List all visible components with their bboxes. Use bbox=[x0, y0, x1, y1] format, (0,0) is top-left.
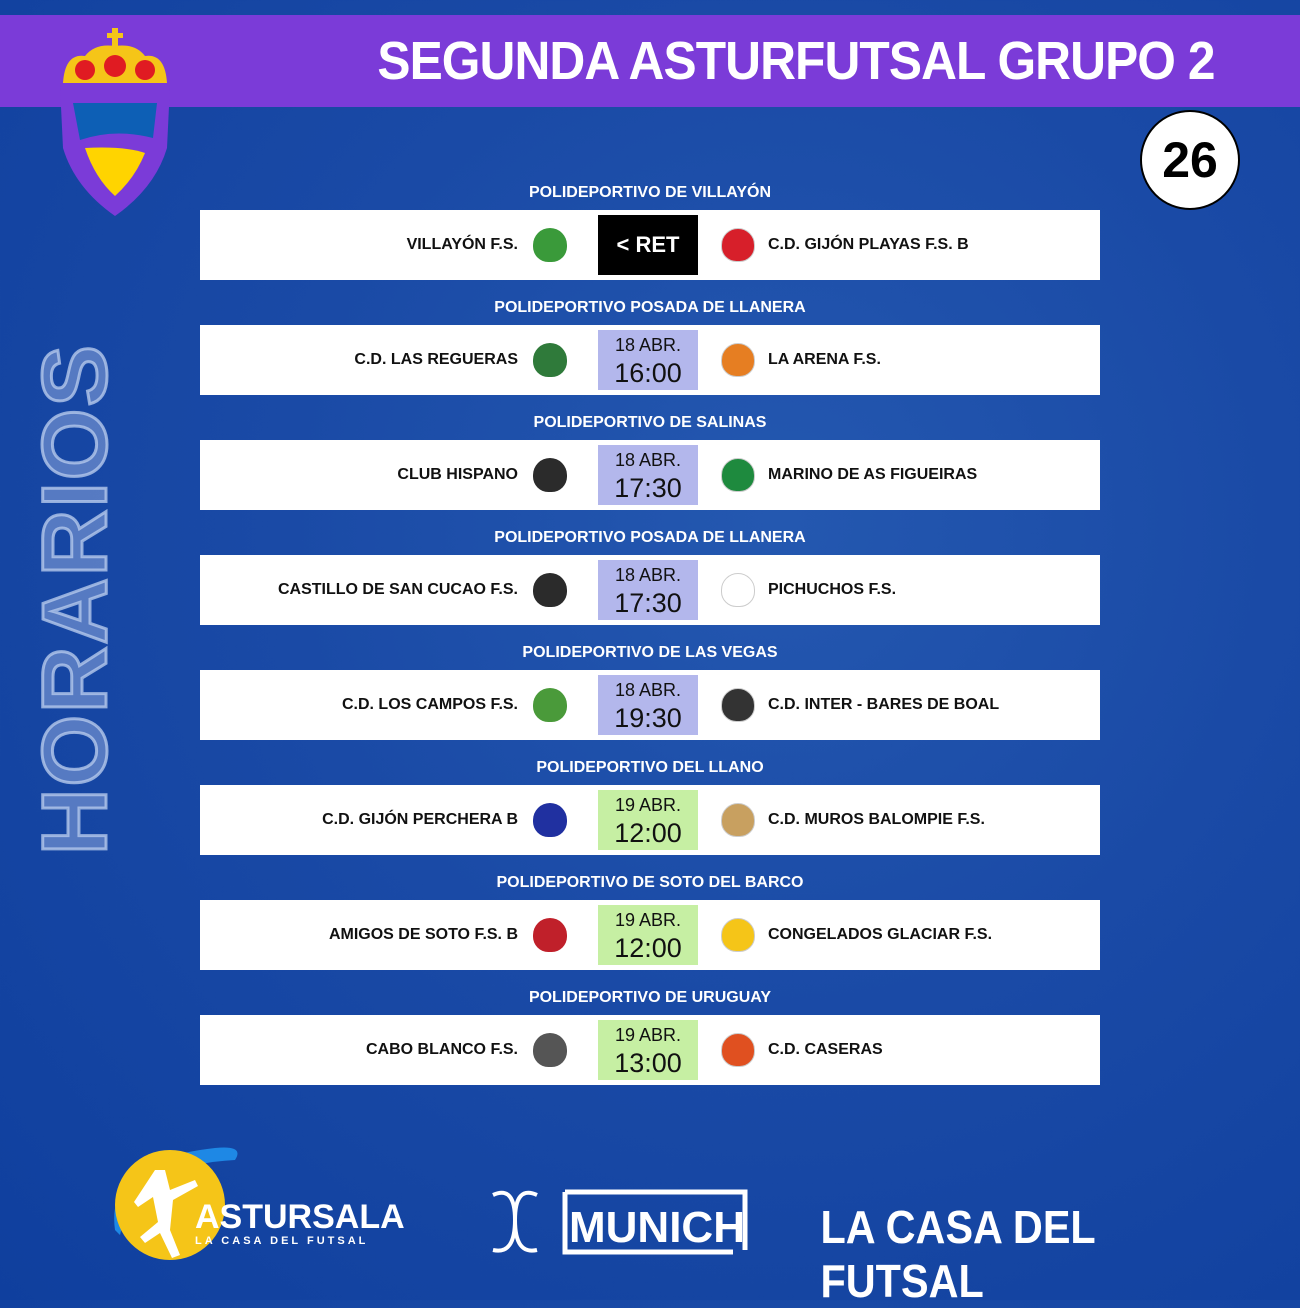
svg-text:MUNICH: MUNICH bbox=[569, 1203, 745, 1252]
home-team: VILLAYÓN F.S. bbox=[406, 236, 518, 253]
match-row: C.D. GIJÓN PERCHERA B 19 ABR. 12:00 C.D. … bbox=[200, 785, 1100, 855]
home-team: CASTILLO DE SAN CUCAO F.S. bbox=[277, 581, 518, 598]
match-date: 18 ABR. bbox=[614, 565, 682, 585]
away-team: MARINO DE AS FIGUEIRAS bbox=[768, 466, 978, 483]
away-team-crest-icon bbox=[721, 458, 755, 492]
home-team-crest-icon bbox=[533, 688, 567, 722]
astursala-logo: ASTURSALA LA CASA DEL FUTSAL bbox=[95, 1140, 405, 1270]
match-time: 16:00 bbox=[614, 358, 682, 388]
munich-logo: MUNICH bbox=[485, 1140, 755, 1270]
venue-label: POLIDEPORTIVO DE SALINAS bbox=[533, 414, 767, 431]
match-time: 19:30 bbox=[614, 703, 682, 733]
away-team-crest-icon bbox=[721, 1033, 755, 1067]
home-team: C.D. LOS CAMPOS F.S. bbox=[341, 696, 518, 713]
away-team-crest-icon bbox=[721, 343, 755, 377]
home-team: C.D. LAS REGUERAS bbox=[354, 351, 518, 368]
match-date: 18 ABR. bbox=[614, 680, 682, 700]
away-team: C.D. GIJÓN PLAYAS F.S. B bbox=[768, 236, 969, 253]
match-time: 13:00 bbox=[614, 1048, 682, 1078]
home-team-crest-icon bbox=[533, 573, 567, 607]
federation-crest-icon bbox=[60, 28, 170, 216]
home-team-crest-icon bbox=[533, 343, 567, 377]
svg-text:LA CASA DEL FUTSAL: LA CASA DEL FUTSAL bbox=[195, 1235, 368, 1247]
title-band bbox=[0, 15, 1300, 107]
match-row: CABO BLANCO F.S. 19 ABR. 13:00 C.D. CASER… bbox=[200, 1015, 1100, 1085]
home-team: C.D. GIJÓN PERCHERA B bbox=[322, 811, 518, 828]
match-datetime: 19 ABR. 13:00 bbox=[598, 1020, 698, 1080]
away-team-crest-icon bbox=[721, 918, 755, 952]
venue-label: POLIDEPORTIVO DE SOTO DEL BARCO bbox=[496, 874, 804, 891]
match-row: C.D. LOS CAMPOS F.S. 18 ABR. 19:30 C.D. I… bbox=[200, 670, 1100, 740]
home-team-crest-icon bbox=[533, 1033, 567, 1067]
match-time: 12:00 bbox=[614, 818, 682, 848]
venue-label: POLIDEPORTIVO POSADA DE LLANERA bbox=[494, 299, 806, 316]
side-label-horarios: HORARIOS bbox=[23, 342, 128, 857]
match-date: 18 ABR. bbox=[614, 335, 682, 355]
venue-label: POLIDEPORTIVO DEL LLANO bbox=[536, 759, 764, 776]
status-badge: < RET bbox=[598, 215, 698, 275]
page-title: SEGUNDA ASTURFUTSAL GRUPO 2 bbox=[377, 31, 1215, 91]
match-date: 19 ABR. bbox=[614, 1025, 682, 1045]
venue-label: POLIDEPORTIVO DE URUGUAY bbox=[528, 989, 772, 1006]
match-date: 18 ABR. bbox=[614, 450, 682, 470]
match-time: 12:00 bbox=[614, 933, 682, 963]
away-team-crest-icon bbox=[721, 803, 755, 837]
home-team: CABO BLANCO F.S. bbox=[366, 1041, 518, 1058]
venue-label: POLIDEPORTIVO POSADA DE LLANERA bbox=[494, 529, 806, 546]
match-time: 17:30 bbox=[614, 588, 682, 618]
match-date: 19 ABR. bbox=[614, 910, 682, 930]
venue-label: POLIDEPORTIVO DE LAS VEGAS bbox=[522, 644, 778, 661]
match-row: AMIGOS DE SOTO F.S. B 19 ABR. 12:00 CONGE… bbox=[200, 900, 1100, 970]
away-team: C.D. INTER - BARES DE BOAL bbox=[768, 696, 1000, 713]
away-team: C.D. CASERAS bbox=[768, 1041, 883, 1058]
away-team-crest-icon bbox=[721, 228, 755, 262]
match-datetime: 18 ABR. 17:30 bbox=[598, 560, 698, 620]
svg-text:ASTURSALA: ASTURSALA bbox=[195, 1198, 405, 1236]
home-team: AMIGOS DE SOTO F.S. B bbox=[328, 926, 518, 943]
round-badge: 26 bbox=[1140, 110, 1240, 210]
match-row: CASTILLO DE SAN CUCAO F.S. 18 ABR. 17:30 … bbox=[200, 555, 1100, 625]
match-row: CLUB HISPANO 18 ABR. 17:30 MARINO DE AS F… bbox=[200, 440, 1100, 510]
away-team: CONGELADOS GLACIAR F.S. bbox=[768, 926, 993, 943]
match-datetime: 18 ABR. 19:30 bbox=[598, 675, 698, 735]
home-team-crest-icon bbox=[533, 228, 567, 262]
match-date: 19 ABR. bbox=[614, 795, 682, 815]
home-team: CLUB HISPANO bbox=[397, 466, 518, 483]
away-team: LA ARENA F.S. bbox=[768, 351, 881, 368]
away-team-crest-icon bbox=[721, 688, 755, 722]
away-team-crest-icon bbox=[721, 573, 755, 607]
match-time: 17:30 bbox=[614, 473, 682, 503]
match-datetime: 19 ABR. 12:00 bbox=[598, 790, 698, 850]
match-datetime: 18 ABR. 16:00 bbox=[598, 330, 698, 390]
away-team: C.D. MUROS BALOMPIE F.S. bbox=[768, 811, 985, 828]
home-team-crest-icon bbox=[533, 803, 567, 837]
home-team-crest-icon bbox=[533, 918, 567, 952]
away-team: PICHUCHOS F.S. bbox=[768, 581, 897, 598]
match-row: VILLAYÓN F.S. < RET C.D. GIJÓN PLAYAS F.… bbox=[200, 210, 1100, 280]
match-datetime: 19 ABR. 12:00 bbox=[598, 905, 698, 965]
venue-label: POLIDEPORTIVO DE VILLAYÓN bbox=[528, 184, 772, 201]
match-row: C.D. LAS REGUERAS 18 ABR. 16:00 LA ARENA … bbox=[200, 325, 1100, 395]
home-team-crest-icon bbox=[533, 458, 567, 492]
footer-slogan: LA CASA DEL FUTSAL bbox=[820, 1201, 1095, 1307]
match-datetime: 18 ABR. 17:30 bbox=[598, 445, 698, 505]
